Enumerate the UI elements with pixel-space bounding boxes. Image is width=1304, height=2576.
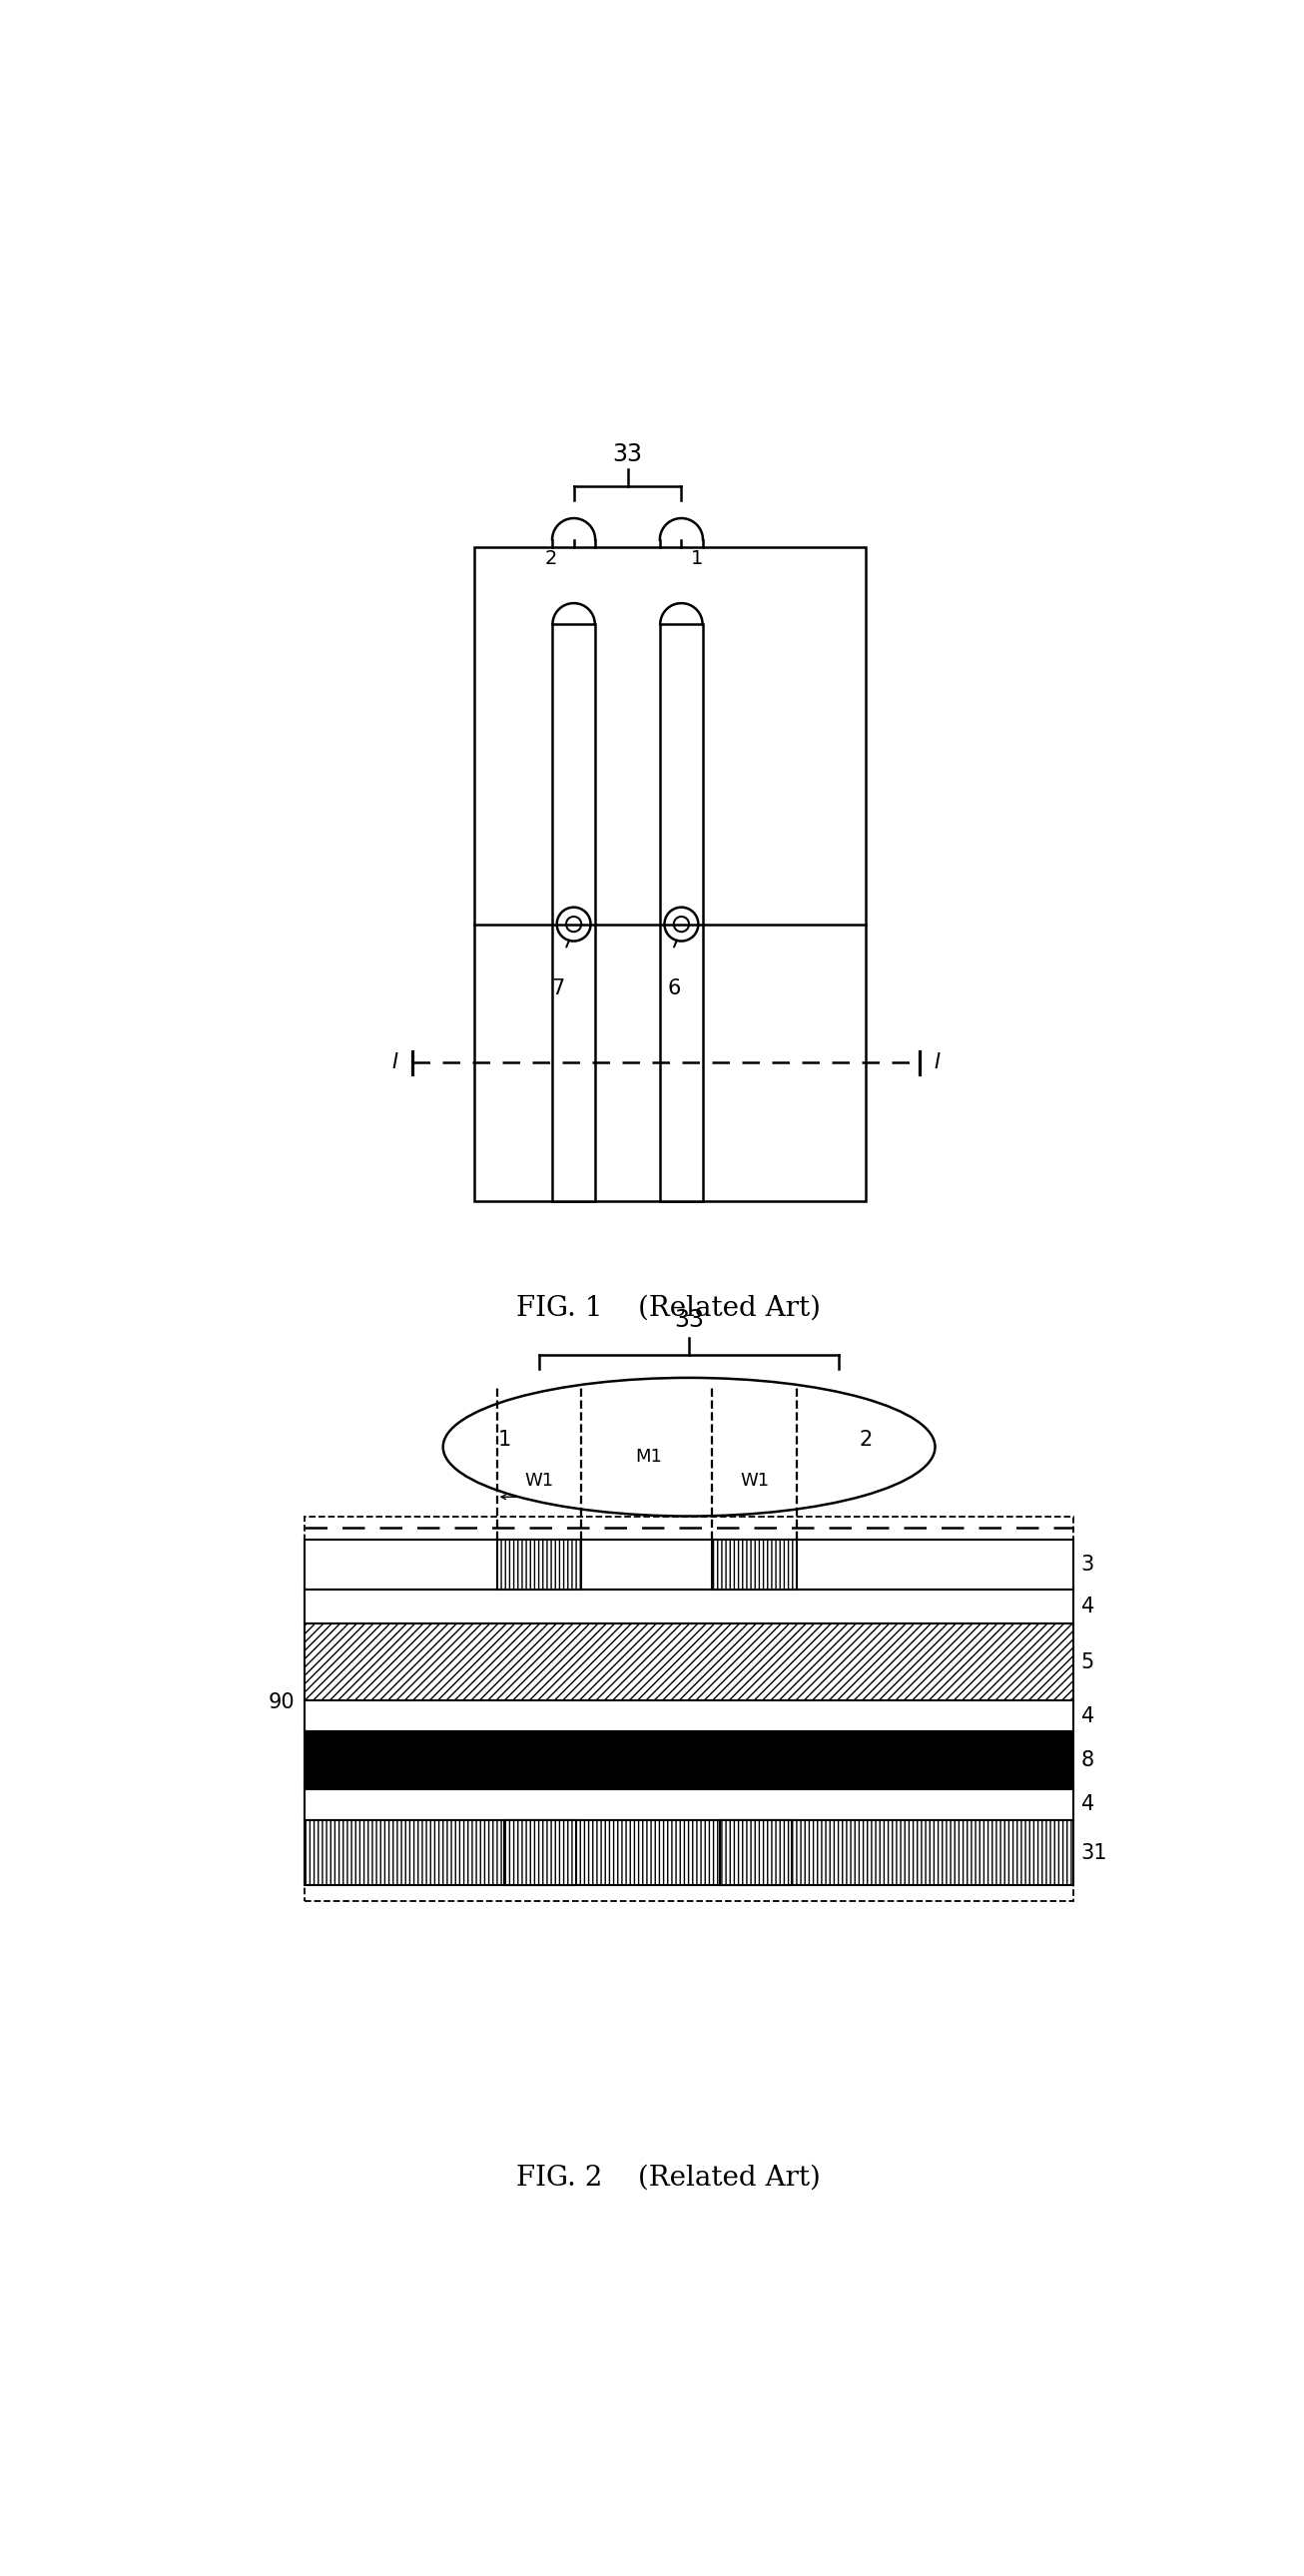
Bar [497, 1540, 582, 1589]
Text: 3: 3 [1081, 1553, 1094, 1574]
Text: 7: 7 [552, 979, 565, 997]
Bar [473, 549, 866, 1200]
Bar [720, 1819, 792, 1886]
Text: FIG. 2    (Related Art): FIG. 2 (Related Art) [516, 2164, 820, 2190]
Text: 33: 33 [674, 1309, 704, 1332]
Text: M1: M1 [635, 1448, 661, 1466]
Text: 1: 1 [691, 549, 703, 569]
Text: 4: 4 [1081, 1597, 1094, 1618]
Text: I: I [934, 1054, 940, 1072]
Text: 1: 1 [498, 1430, 511, 1450]
Bar [505, 1819, 576, 1886]
Bar [305, 1819, 1073, 1886]
Bar [553, 623, 595, 1200]
Text: 5: 5 [1081, 1651, 1094, 1672]
Ellipse shape [443, 1378, 935, 1517]
Text: 8: 8 [1081, 1752, 1094, 1770]
Bar [712, 1540, 797, 1589]
Bar [305, 1623, 1073, 1700]
Text: I: I [393, 1054, 399, 1072]
Text: 33: 33 [613, 443, 643, 466]
Text: 90: 90 [269, 1692, 295, 1713]
Text: FIG. 1    (Related Art): FIG. 1 (Related Art) [516, 1296, 820, 1321]
Bar [305, 1540, 1073, 1589]
Bar [305, 1731, 1073, 1790]
Text: 2: 2 [545, 549, 557, 569]
Text: 4: 4 [1081, 1795, 1094, 1814]
Bar [305, 1589, 1073, 1623]
Text: 2: 2 [859, 1430, 872, 1450]
Text: W1: W1 [524, 1471, 554, 1489]
Text: W1: W1 [739, 1471, 769, 1489]
Text: 31: 31 [1081, 1842, 1107, 1862]
Text: 4: 4 [1081, 1705, 1094, 1726]
Bar [305, 1517, 1073, 1901]
Bar [305, 1700, 1073, 1731]
Bar [305, 1790, 1073, 1819]
Bar [660, 623, 703, 1200]
Text: 6: 6 [668, 979, 681, 997]
